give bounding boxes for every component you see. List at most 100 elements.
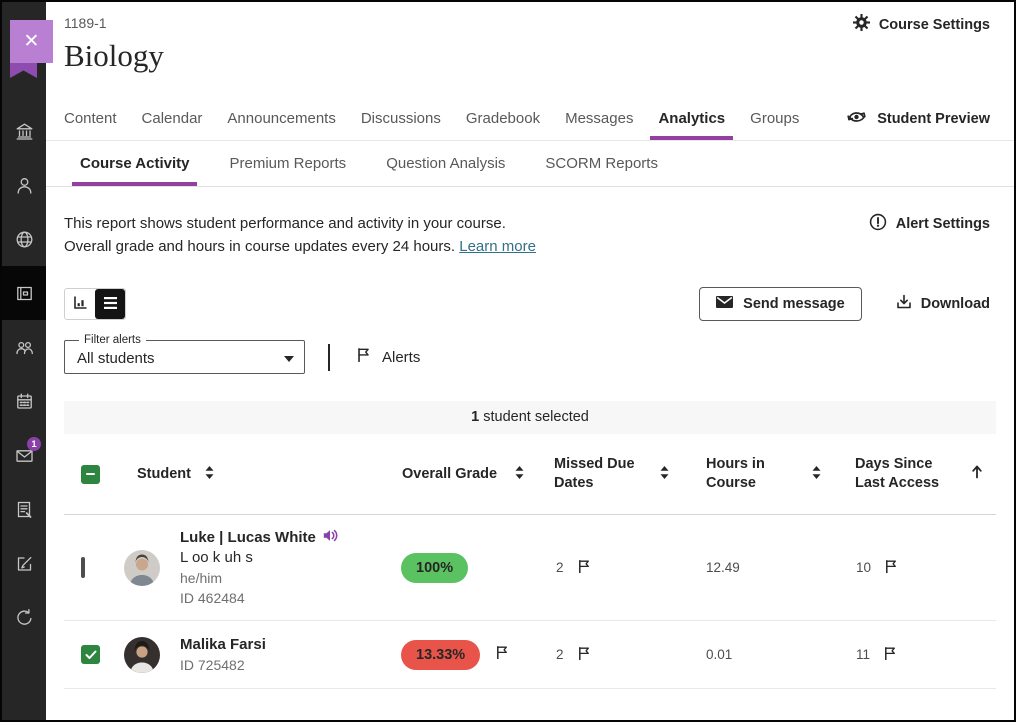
days-since-last-access-cell: 11 [848, 646, 996, 664]
course-id: 1189-1 [64, 15, 107, 31]
sort-icon [660, 465, 669, 483]
subtab-question-analysis[interactable]: Question Analysis [386, 155, 506, 172]
subtab-course-activity[interactable]: Course Activity [71, 141, 199, 186]
flag-icon [356, 347, 371, 367]
messages-icon [14, 445, 35, 466]
alert-icon [869, 213, 887, 235]
student-name[interactable]: Malika Farsi [180, 635, 266, 653]
pronunciation-speaker-icon[interactable] [323, 528, 339, 548]
close-course-button[interactable]: ✕ [10, 20, 53, 63]
subtab-premium-reports[interactable]: Premium Reports [229, 155, 347, 172]
sort-ascending-icon [971, 465, 983, 483]
missed-due-dates-cell: 2 [548, 559, 698, 577]
sidebar-item-organizations[interactable] [2, 320, 46, 374]
list-view-button[interactable] [95, 289, 125, 319]
send-message-button[interactable]: Send message [699, 287, 862, 321]
row-checkbox[interactable] [81, 645, 100, 664]
student-id: ID 725482 [180, 656, 245, 673]
subtab-scorm-reports[interactable]: SCORM Reports [545, 155, 658, 172]
avatar [124, 549, 160, 586]
tab-discussions[interactable]: Discussions [360, 110, 441, 127]
chart-view-icon [73, 295, 88, 313]
tab-announcements[interactable]: Announcements [227, 110, 336, 127]
student-preview-button[interactable]: Student Preview [839, 97, 996, 140]
sidebar-item-grades[interactable] [2, 482, 46, 536]
student-id: ID 462484 [180, 589, 245, 606]
ribbon-tail [10, 63, 37, 78]
selection-banner: 1 student selected [64, 401, 996, 434]
table-header-row: Student Overall Grade Missed Due Dates H… [64, 434, 996, 515]
days-since-last-access-cell: 10 [848, 559, 996, 577]
student-preview-icon [845, 108, 868, 130]
avatar [124, 636, 160, 673]
view-toggle-group [64, 288, 126, 320]
alerts-legend: Alerts [356, 347, 420, 367]
sort-icon [812, 465, 821, 483]
sidebar-item-profile[interactable] [2, 158, 46, 212]
column-header-student[interactable]: Student [110, 465, 398, 484]
overall-grade-badge: 100% [401, 552, 469, 583]
gear-icon [852, 14, 870, 35]
organizations-icon [14, 337, 35, 358]
sidebar-item-calendar[interactable] [2, 374, 46, 428]
close-icon: ✕ [23, 31, 40, 52]
list-view-icon [103, 296, 117, 312]
main-content: 1189-1 Biology Course Settings Content C… [46, 2, 1014, 720]
column-header-missed-due-dates[interactable]: Missed Due Dates [548, 455, 698, 493]
sort-icon [205, 465, 214, 483]
tab-messages[interactable]: Messages [565, 110, 634, 127]
sidebar-item-edit-tools[interactable] [2, 536, 46, 590]
student-name[interactable]: Luke | Lucas White [180, 528, 316, 546]
student-pronunciation: L oo k uh s [180, 548, 253, 566]
sign-out-icon [14, 607, 35, 628]
sidebar-item-institution[interactable] [2, 104, 46, 158]
sidebar-item-courses[interactable] [2, 266, 46, 320]
flag-icon [577, 646, 591, 664]
tab-content[interactable]: Content [64, 110, 117, 127]
sidebar-item-messages[interactable]: 1 [2, 428, 46, 482]
column-header-hours-in-course[interactable]: Hours in Course [698, 455, 848, 493]
sidebar-item-sign-out[interactable] [2, 590, 46, 644]
chart-view-button[interactable] [65, 289, 95, 319]
download-button[interactable]: Download [890, 293, 996, 315]
student-cell: Malika Farsi ID 725482 [110, 635, 398, 675]
tab-analytics[interactable]: Analytics [650, 97, 733, 140]
globe-icon [14, 229, 35, 250]
flag-icon [883, 646, 897, 664]
alert-settings-button[interactable]: Alert Settings [863, 212, 996, 236]
hours-in-course-cell: 12.49 [706, 560, 740, 575]
filter-row: Filter alerts All students Alerts [64, 334, 996, 374]
selection-label: student selected [479, 409, 589, 425]
flag-icon [884, 559, 898, 577]
download-icon [896, 294, 912, 314]
select-all-checkbox[interactable] [81, 464, 100, 484]
learn-more-link[interactable]: Learn more [459, 238, 536, 255]
student-cell: Luke | Lucas White L oo k uh s he/him ID… [110, 528, 398, 608]
column-header-overall-grade[interactable]: Overall Grade [398, 465, 548, 484]
flag-icon [577, 559, 591, 577]
analytics-subtab-bar: Course Activity Premium Reports Question… [46, 141, 1014, 187]
envelope-icon [716, 296, 734, 312]
tab-groups[interactable]: Groups [750, 110, 800, 127]
report-description-line2: Overall grade and hours in course update… [64, 238, 456, 255]
course-header: 1189-1 Biology Course Settings [46, 2, 1014, 97]
tab-calendar[interactable]: Calendar [141, 110, 203, 127]
tab-gradebook[interactable]: Gradebook [465, 110, 541, 127]
table-row: Malika Farsi ID 725482 13.33% 2 0.01 [64, 621, 996, 689]
table-row: Luke | Lucas White L oo k uh s he/him ID… [64, 515, 996, 621]
flag-icon [495, 645, 509, 665]
calendar-icon [14, 391, 35, 412]
course-settings-button[interactable]: Course Settings [847, 13, 996, 36]
report-description-line1: This report shows student performance an… [64, 215, 506, 232]
sidebar-item-globe[interactable] [2, 212, 46, 266]
table-toolbar: Send message Download [64, 287, 996, 321]
filter-alerts-value: All students [77, 350, 155, 367]
row-checkbox[interactable] [81, 556, 85, 578]
chevron-down-icon [284, 355, 294, 362]
filter-alerts-select[interactable]: Filter alerts All students [64, 334, 305, 374]
column-header-days-since-last-access[interactable]: Days Since Last Access [848, 455, 996, 493]
courses-icon [14, 283, 35, 304]
messages-count-badge: 1 [27, 437, 41, 451]
page-title: Biology [64, 38, 164, 73]
